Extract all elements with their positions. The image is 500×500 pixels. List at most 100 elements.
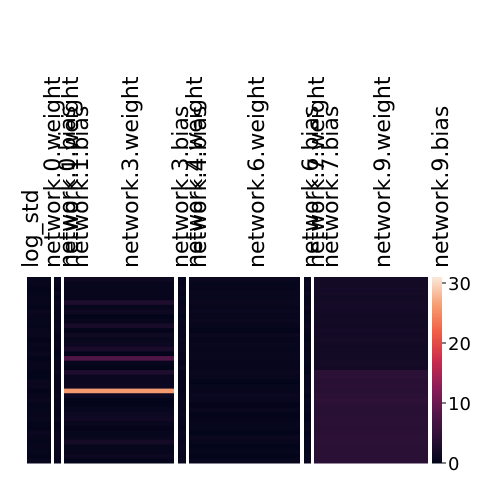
heatmap-cell <box>301 402 303 408</box>
heatmap-cell <box>64 449 174 455</box>
colorbar-segment <box>432 379 442 382</box>
heatmap-cell <box>187 365 189 371</box>
heatmap-column-network-4-bias <box>187 277 189 464</box>
column-tick-label: network.7.bias <box>319 106 344 268</box>
heatmap-cell <box>51 356 53 362</box>
heatmap-cell <box>312 425 314 431</box>
heatmap-cell <box>312 439 314 445</box>
heatmap-cell <box>189 304 300 311</box>
colorbar-segment <box>432 353 442 356</box>
heatmap-cell <box>428 314 430 320</box>
heatmap-cell <box>54 328 61 334</box>
heatmap-cell <box>24 277 27 283</box>
heatmap-cell <box>428 430 430 436</box>
heatmap-cell <box>187 374 189 380</box>
heatmap-cell <box>314 425 428 431</box>
heatmap-cell <box>312 365 314 371</box>
heatmap-cell <box>27 281 51 287</box>
heatmap-cell <box>189 286 300 292</box>
heatmap-cell <box>189 337 300 343</box>
heatmap-cell <box>62 374 64 380</box>
colorbar-segment <box>432 383 442 386</box>
heatmap-cell <box>175 444 177 450</box>
heatmap-cell <box>54 449 61 455</box>
column-tick-label: network.0.bias <box>56 106 81 268</box>
heatmap-cell <box>62 277 64 283</box>
heatmap-cell <box>189 407 300 413</box>
heatmap-cell <box>312 402 314 408</box>
colorbar-segment <box>432 327 442 330</box>
heatmap-column-log-std <box>24 277 27 464</box>
heatmap-cell <box>178 379 186 385</box>
heatmap-cell <box>301 295 303 301</box>
heatmap-cell <box>187 444 189 450</box>
heatmap-cell <box>301 346 303 352</box>
heatmap-cell <box>189 439 300 445</box>
heatmap-cell <box>54 295 61 301</box>
heatmap-cell <box>304 360 311 366</box>
heatmap-cell <box>301 337 303 343</box>
colorbar-segment <box>432 314 442 317</box>
heatmap-cell <box>314 370 428 376</box>
heatmap-cell <box>64 416 174 422</box>
heatmap-cell <box>24 453 27 459</box>
heatmap-cell <box>187 360 189 366</box>
column-tick-label: network.6.weight <box>245 76 270 268</box>
colorbar-segment <box>432 409 442 412</box>
colorbar-segment <box>432 330 442 334</box>
heatmap-cell <box>175 323 177 329</box>
heatmap-cell <box>428 379 430 385</box>
heatmap-cell <box>178 411 186 417</box>
colorbar-segment <box>432 277 442 280</box>
heatmap-cell <box>314 314 428 320</box>
heatmap-cell <box>314 421 428 427</box>
heatmap-cell <box>51 332 53 338</box>
heatmap-cell <box>301 342 303 348</box>
colorbar-segment <box>432 325 442 328</box>
heatmap-cell <box>314 416 428 422</box>
heatmap-cell <box>301 435 303 441</box>
heatmap-cell <box>54 430 61 436</box>
heatmap-cell <box>24 430 27 436</box>
heatmap-cell <box>27 444 51 450</box>
heatmap-cell <box>428 290 430 297</box>
heatmap-cell <box>27 430 51 436</box>
heatmap-cell <box>187 425 189 431</box>
heatmap-cell <box>54 393 61 399</box>
heatmap-cell <box>187 318 189 324</box>
heatmap-cell <box>64 393 174 399</box>
heatmap-cell <box>62 356 64 362</box>
heatmap-cell <box>62 416 64 422</box>
heatmap-cell <box>187 458 189 464</box>
heatmap-cell <box>175 407 177 413</box>
heatmap-cell <box>64 314 174 320</box>
heatmap-cell <box>54 458 61 464</box>
heatmap-cell <box>314 365 428 371</box>
heatmap-cell <box>312 388 314 394</box>
heatmap-cell <box>304 351 311 357</box>
heatmap-column-network-1-bias <box>62 277 64 464</box>
colorbar-segment <box>432 436 442 440</box>
colorbar-segment <box>432 306 442 310</box>
heatmap-cell <box>187 351 189 357</box>
heatmap-cell <box>178 290 186 297</box>
colorbar-segment <box>432 288 442 291</box>
heatmap-cell <box>189 342 300 348</box>
heatmap-cell <box>54 365 61 371</box>
heatmap-cell <box>175 397 177 404</box>
colorbar-segment <box>432 377 442 380</box>
heatmap-cell <box>24 416 27 422</box>
heatmap-cell <box>314 304 428 311</box>
heatmap-cell <box>428 425 430 431</box>
heatmap-cell <box>301 421 303 427</box>
heatmap-cell <box>314 449 428 455</box>
heatmap-cell <box>24 397 27 404</box>
heatmap-column-network-1-weight <box>54 277 61 464</box>
heatmap-cell <box>24 342 27 348</box>
heatmap-cell <box>27 342 51 348</box>
heatmap-cell <box>187 435 189 441</box>
heatmap-cell <box>301 300 303 306</box>
heatmap-cell <box>314 281 428 287</box>
heatmap-column-network-0-bias <box>51 277 53 464</box>
colorbar-segment <box>432 414 442 417</box>
